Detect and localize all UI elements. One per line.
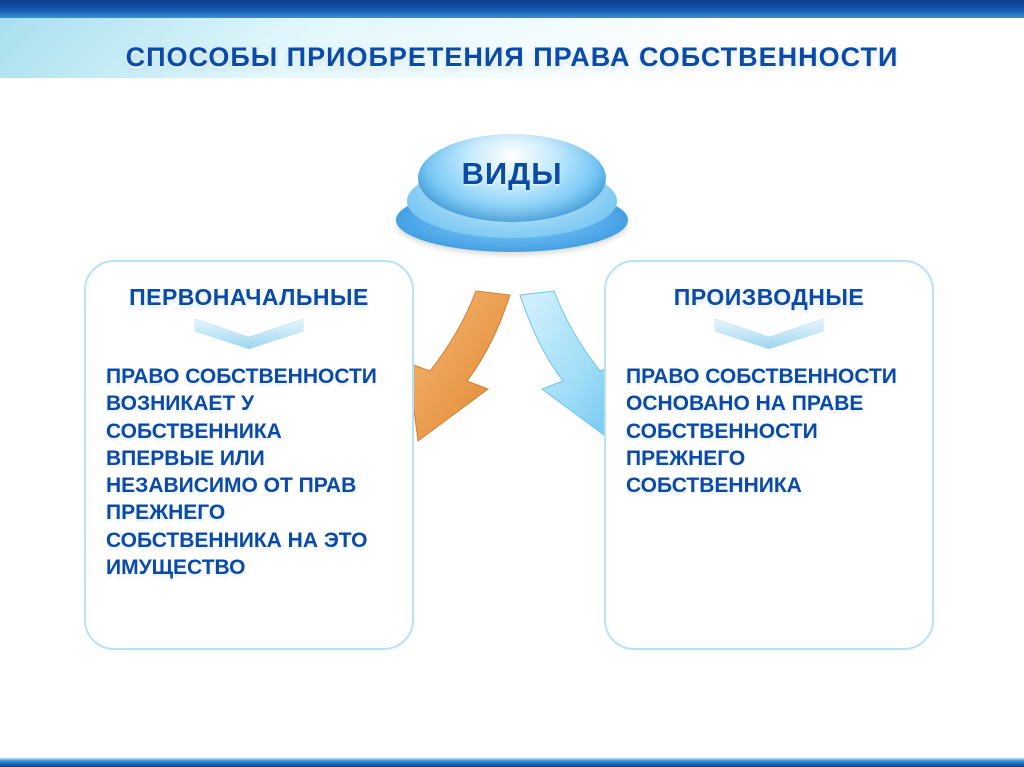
box-primary: ПЕРВОНАЧАЛЬНЫЕ ПРАВО СОБСТВЕННОСТИ ВОЗНИ… — [84, 260, 414, 650]
center-label: ВИДЫ — [461, 156, 562, 192]
center-oval: ВИДЫ — [387, 108, 637, 258]
box-derivative: ПРОИЗВОДНЫЕ ПРАВО СОБСТВЕННОСТИ ОСНОВАНО… — [604, 260, 934, 650]
chevron-down-icon — [189, 317, 309, 351]
box-left-heading: ПЕРВОНАЧАЛЬНЫЕ — [106, 284, 392, 311]
top-bar — [0, 0, 1024, 18]
box-right-heading: ПРОИЗВОДНЫЕ — [626, 284, 912, 311]
bottom-bar — [0, 757, 1024, 767]
chevron-down-icon — [709, 317, 829, 351]
box-right-text: ПРАВО СОБСТВЕННОСТИ ОСНОВАНО НА ПРАВЕ СО… — [626, 363, 912, 499]
box-left-text: ПРАВО СОБСТВЕННОСТИ ВОЗНИКАЕТ У СОБСТВЕН… — [106, 363, 392, 581]
oval-top: ВИДЫ — [418, 134, 606, 222]
page-title: СПОСОБЫ ПРИОБРЕТЕНИЯ ПРАВА СОБСТВЕННОСТИ — [0, 42, 1024, 73]
